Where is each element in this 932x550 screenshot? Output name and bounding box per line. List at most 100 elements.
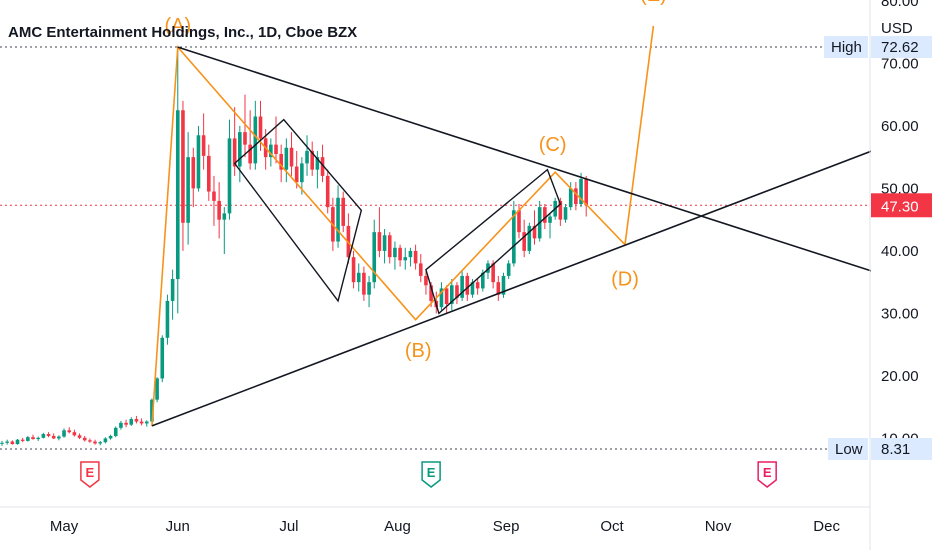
candle-body <box>36 437 40 440</box>
candle-body <box>165 300 170 338</box>
candle-body <box>82 437 87 441</box>
time-tick-label: Jul <box>279 518 298 535</box>
candle-body <box>310 150 314 170</box>
candle-body <box>31 437 35 440</box>
candle-body <box>253 116 258 164</box>
candle-body <box>584 179 589 206</box>
trendline <box>177 46 897 280</box>
drawing-layer <box>151 25 897 427</box>
candle-body <box>289 147 294 167</box>
wave-label: (E) <box>640 0 667 6</box>
earnings-marker-label: E <box>763 465 772 480</box>
price-tick-label: 40.00 <box>881 243 919 260</box>
candle-body <box>191 157 196 189</box>
wave-label: (B) <box>405 340 432 362</box>
candle-body <box>186 157 190 223</box>
low-value: 8.31 <box>881 441 910 458</box>
candle-body <box>398 247 402 261</box>
low-value-bg <box>871 438 932 460</box>
candle-body <box>243 132 247 145</box>
candle-body <box>72 432 77 436</box>
low-tag-label: Low <box>835 441 863 458</box>
candle-body <box>558 200 563 220</box>
candle-body <box>108 435 113 439</box>
time-scale[interactable]: May Jun Jul Aug Sep Oct Nov Dec <box>50 518 841 535</box>
candle-body <box>305 150 309 164</box>
candle-body <box>362 272 366 295</box>
wave-label: (A) <box>164 15 191 37</box>
candle-body <box>129 419 134 425</box>
candle-body <box>439 288 444 308</box>
candle-body <box>201 135 206 156</box>
candle-body <box>341 197 346 226</box>
candle-body <box>150 399 154 422</box>
candle-body <box>387 235 392 258</box>
candle-body <box>67 430 72 433</box>
candle-body <box>217 200 221 220</box>
candle-body <box>20 439 25 441</box>
candle-body <box>103 438 108 443</box>
candle-body <box>62 430 66 437</box>
candle-body <box>517 210 521 233</box>
candle-body <box>568 188 573 208</box>
candle-body <box>155 378 159 400</box>
candle-body <box>124 422 128 425</box>
time-tick-label: Jun <box>166 518 190 535</box>
earnings-marker <box>421 461 441 488</box>
candle-body <box>170 279 175 301</box>
candle-body <box>119 422 123 428</box>
candle-body <box>51 435 56 439</box>
high-tag-bg <box>824 36 868 58</box>
candle-body <box>460 275 464 298</box>
candle-body <box>279 154 283 170</box>
candle-body <box>175 110 180 280</box>
wave-label: (C) <box>539 134 567 156</box>
candle-body <box>501 275 506 295</box>
candle-body <box>527 225 532 251</box>
candle-body <box>113 427 118 436</box>
price-tick-label: 30.00 <box>881 305 919 322</box>
price-tick-label: 20.00 <box>881 368 919 385</box>
price-tick-label: 80.00 <box>881 0 919 10</box>
candle-body <box>481 272 485 289</box>
candle-body <box>196 135 201 189</box>
candle-body <box>470 282 475 295</box>
candle-body <box>465 275 470 295</box>
low-tag-bg <box>828 438 868 460</box>
candle-body <box>351 257 356 283</box>
candle-body <box>382 235 387 251</box>
candle-body <box>77 435 82 438</box>
candle-body <box>486 263 490 273</box>
candle-body <box>413 250 418 264</box>
candle-body <box>320 157 325 176</box>
candle-body <box>315 157 320 170</box>
candle-body <box>93 441 97 444</box>
last-price-value: 47.30 <box>881 198 919 215</box>
candle-body <box>207 155 211 192</box>
time-tick-label: Nov <box>705 518 732 535</box>
candle-body <box>563 207 568 220</box>
earnings-marker <box>80 461 100 488</box>
candle-body <box>88 440 92 442</box>
candle-body <box>144 421 149 424</box>
candle-body <box>300 163 304 183</box>
candle-body <box>418 263 423 276</box>
earnings-marker-label: E <box>86 465 95 480</box>
candle-body <box>367 282 371 295</box>
parallel-channel <box>425 168 562 315</box>
earnings-marker-label: E <box>427 465 436 480</box>
candle-body <box>372 232 377 283</box>
candle-body <box>294 166 299 183</box>
candle-body <box>455 285 459 298</box>
price-scale-bg <box>871 0 932 550</box>
candle-body <box>5 441 9 443</box>
trendline <box>151 140 897 427</box>
time-tick-label: Aug <box>384 518 411 535</box>
time-tick-label: Oct <box>600 518 624 535</box>
candle-body <box>258 116 263 139</box>
candle-body <box>522 232 526 251</box>
candle-body <box>325 175 330 208</box>
